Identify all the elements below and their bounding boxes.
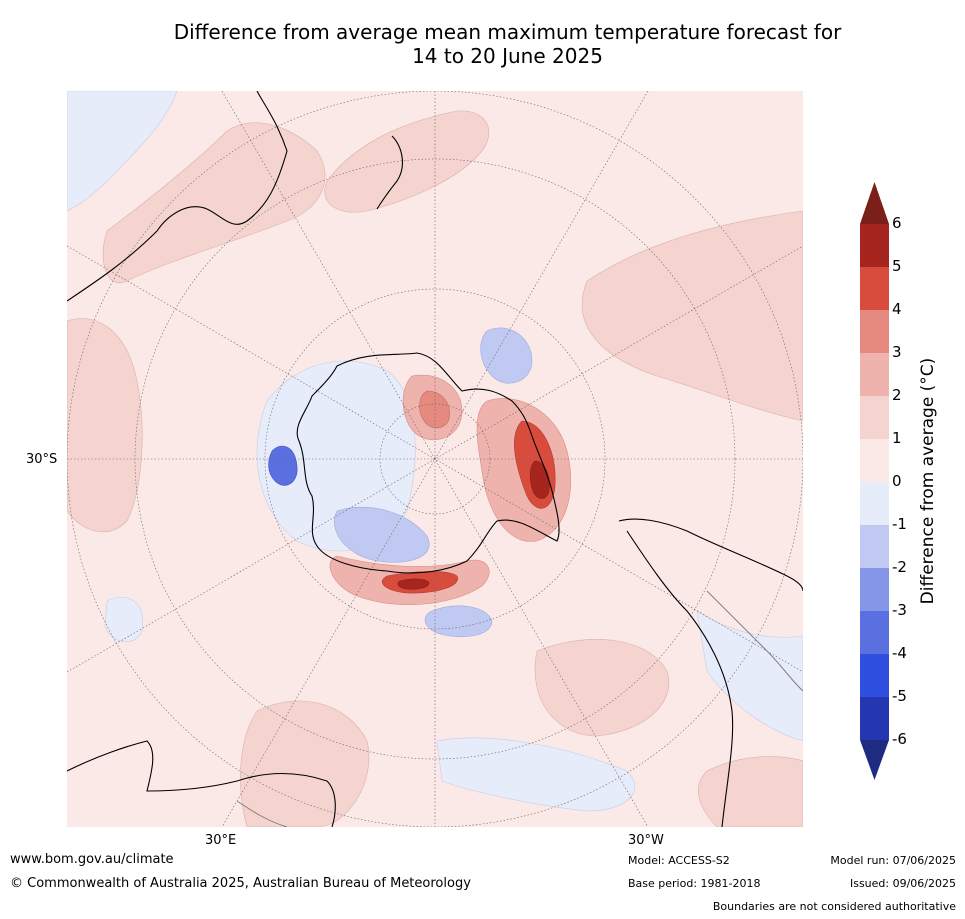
- coast-antarctica: [296, 352, 560, 574]
- footer-base-period: Base period: 1981-2018: [628, 877, 761, 890]
- footer-issued: Issued: 09/06/2025: [849, 877, 956, 890]
- map-svg: [67, 91, 803, 827]
- footer-model: Model: ACCESS-S2: [628, 854, 730, 867]
- colorbar-tick-label: -6: [892, 730, 907, 748]
- colorbar-tick-label: 5: [892, 257, 902, 275]
- coastlines: [67, 91, 803, 827]
- anomaly-pink-upper-mid: [324, 110, 490, 213]
- colorbar-extend-bottom: [860, 740, 889, 780]
- colorbar-band: [860, 482, 889, 525]
- footer-copyright: © Commonwealth of Australia 2025, Austra…: [10, 876, 471, 891]
- coast-africa: [67, 740, 336, 827]
- colorbar-band: [860, 353, 889, 396]
- coast-south-america: [618, 518, 803, 592]
- anomaly-lightblue-antarctic-center: [334, 506, 430, 563]
- colorbar-band: [860, 310, 889, 353]
- anomaly-blue-upper-left: [67, 91, 178, 212]
- footer-disclaimer: Boundaries are not considered authoritat…: [712, 900, 956, 913]
- anomaly-darkred-ross: [397, 578, 430, 590]
- coast-australia: [67, 91, 288, 302]
- colorbar-band: [860, 224, 889, 267]
- footer-website[interactable]: www.bom.gov.au/climate: [10, 852, 174, 867]
- colorbar-tick-label: 4: [892, 300, 902, 318]
- lon-label-30w: 30°W: [628, 833, 664, 848]
- anomaly-blue-bottom: [436, 737, 636, 812]
- coast-south-america-west: [626, 530, 734, 827]
- anomaly-lightblue-upper: [480, 327, 533, 384]
- title-line-2: 14 to 20 June 2025: [412, 44, 603, 68]
- colorbar-band: [860, 396, 889, 439]
- anomaly-blue-right: [696, 610, 803, 742]
- colorbar-band: [860, 654, 889, 697]
- lat-label-30s: 30°S: [26, 452, 58, 467]
- colorbar-band: [860, 525, 889, 568]
- colorbar-tick-label: -2: [892, 558, 907, 576]
- colorbar-tick-label: 2: [892, 386, 902, 404]
- anomaly-blue-left-small: [104, 596, 144, 642]
- anomaly-pink-bottom-left: [240, 700, 370, 827]
- colorbar-band: [860, 568, 889, 611]
- anomaly-pink-upper-left: [102, 122, 326, 284]
- chart-title: Difference from average mean maximum tem…: [0, 20, 965, 68]
- colorbar-bands: [860, 182, 889, 780]
- colorbar-band: [860, 439, 889, 482]
- colorbar-tick-label: -1: [892, 515, 907, 533]
- graticule: [67, 91, 803, 827]
- colorbar-extend-top: [860, 182, 889, 224]
- anomaly-red-center-top: [419, 390, 450, 429]
- colorbar-tick-label: -4: [892, 644, 907, 662]
- coast-new-zealand: [376, 135, 403, 210]
- colorbar: [860, 182, 889, 780]
- anomaly-pink-lower-right: [534, 639, 670, 737]
- anomaly-pink-right: [581, 210, 803, 422]
- colorbar-tick-label: 0: [892, 472, 902, 490]
- borders: [236, 590, 803, 827]
- map-panel[interactable]: [67, 91, 803, 827]
- colorbar-tick-label: 3: [892, 343, 902, 361]
- colorbar-tick-label: 1: [892, 429, 902, 447]
- lon-label-30e: 30°E: [205, 833, 237, 848]
- anomaly-pink-left: [67, 318, 143, 533]
- colorbar-band: [860, 267, 889, 310]
- colorbar-band: [860, 697, 889, 740]
- title-line-1: Difference from average mean maximum tem…: [173, 20, 842, 44]
- anomaly-darkred-peninsula: [529, 460, 550, 499]
- footer-model-run: Model run: 07/06/2025: [830, 854, 956, 867]
- colorbar-tick-label: -5: [892, 687, 907, 705]
- colorbar-label: Difference from average (°C): [918, 357, 938, 605]
- colorbar-tick-label: -3: [892, 601, 907, 619]
- anomaly-blue-antarctic-west: [256, 360, 416, 552]
- colorbar-band: [860, 611, 889, 654]
- anomaly-blue-antarctic-core: [268, 445, 298, 486]
- colorbar-tick-label: 6: [892, 214, 902, 232]
